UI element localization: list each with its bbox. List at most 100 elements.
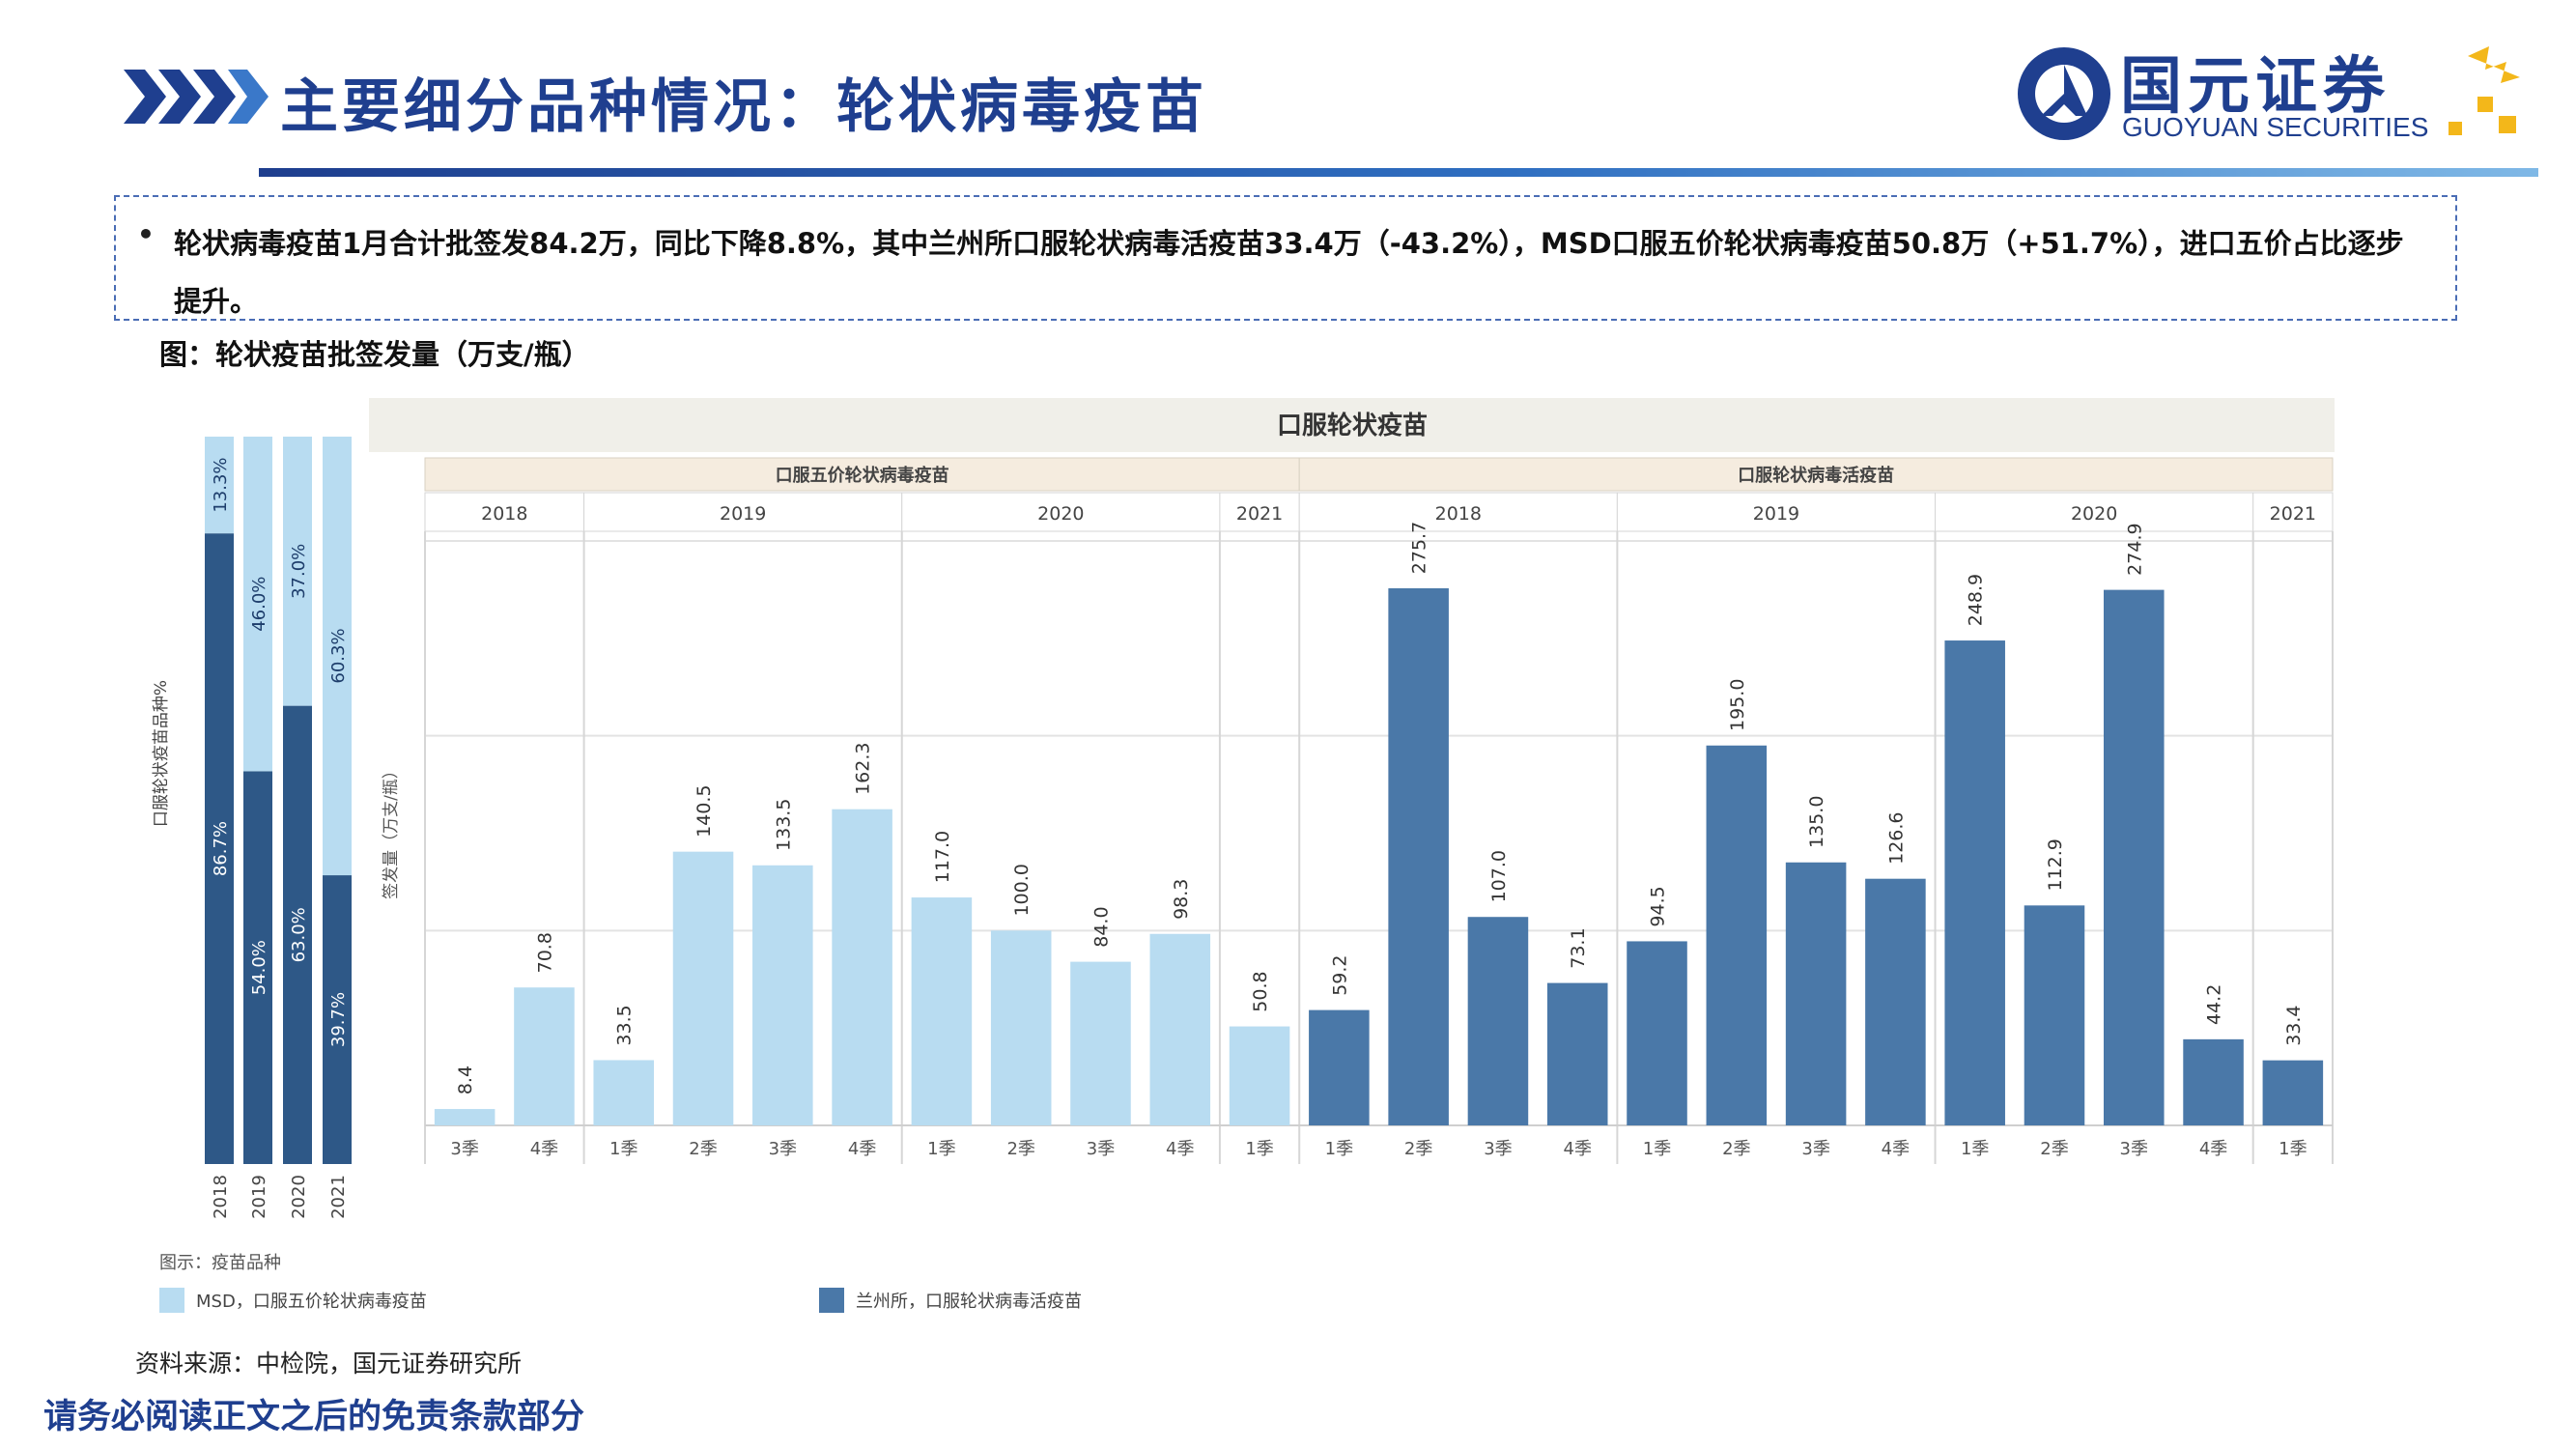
bar-value-label: 100.0	[1011, 864, 1033, 916]
stack-label-msd-2021: 60.3%	[328, 628, 349, 683]
bar-lanzhou	[2183, 1038, 2244, 1125]
bar-msd	[672, 851, 734, 1125]
bar-value-label: 73.1	[1568, 927, 1589, 968]
stack-label-msd-2018: 13.3%	[211, 457, 231, 512]
bar-value-label: 133.5	[773, 799, 794, 851]
bar-value-label: 84.0	[1090, 906, 1112, 947]
bar-msd	[990, 930, 1052, 1125]
bar-value-label: 33.5	[614, 1005, 636, 1045]
legend-title: 图示：疫苗品种	[159, 1253, 281, 1273]
bar-value-label: 117.0	[932, 831, 953, 883]
stack-bar-lanzhou-2020	[283, 705, 312, 1164]
group-header-band	[424, 457, 1300, 492]
chart-title-band	[369, 398, 2335, 452]
quarter-tick-label: 4季	[1882, 1139, 1910, 1159]
year-header-label: 2018	[1435, 503, 1482, 525]
bar-value-label: 135.0	[1806, 796, 1827, 848]
bar-value-label: 248.9	[1966, 574, 1987, 626]
bar-lanzhou	[2104, 589, 2165, 1125]
page-title: 主要细分品种情况：轮状病毒疫苗	[280, 73, 1207, 141]
year-header-label: 2018	[481, 503, 527, 525]
stack-category-label: 2021	[328, 1175, 349, 1219]
bar-value-label: 274.9	[2124, 523, 2145, 575]
stack-label-msd-2020: 37.0%	[289, 544, 309, 599]
quarter-tick-label: 2季	[1404, 1139, 1432, 1159]
year-header-label: 2021	[1236, 503, 1283, 525]
figure-caption: 图：轮状疫苗批签发量（万支/瓶）	[159, 338, 590, 371]
stack-category-label: 2018	[211, 1175, 231, 1219]
year-header-cell	[1935, 492, 2254, 532]
year-header-label: 2020	[2071, 503, 2117, 525]
bar-value-label: 140.5	[694, 784, 715, 837]
quarter-tick-label: 2季	[1722, 1139, 1750, 1159]
bar-lanzhou	[1944, 640, 2005, 1125]
bar-value-label: 59.2	[1329, 954, 1350, 995]
bar-value-label: 50.8	[1250, 971, 1271, 1011]
quarter-tick-label: 1季	[1961, 1139, 1989, 1159]
quarter-tick-label: 1季	[1245, 1139, 1273, 1159]
quarter-tick-label: 3季	[450, 1139, 478, 1159]
bar-value-label: 107.0	[1488, 850, 1510, 902]
legend-label: 兰州所，口服轮状病毒活疫苗	[856, 1292, 1082, 1312]
stack-bar-lanzhou-2019	[243, 771, 272, 1164]
bar-value-label: 94.5	[1648, 886, 1669, 926]
stack-ylabel: 口服轮状疫苗品种%	[152, 680, 171, 827]
bar-msd	[1149, 933, 1211, 1125]
year-header-cell	[2252, 492, 2334, 532]
quarter-tick-label: 3季	[2120, 1139, 2148, 1159]
guoyuan-logo-icon	[2018, 46, 2520, 140]
bar-msd	[593, 1060, 654, 1125]
stack-bar-msd-2021	[323, 437, 352, 876]
bar-value-label: 98.3	[1171, 879, 1192, 920]
bar-msd	[434, 1109, 495, 1125]
stack-label-lanzhou-2021: 39.7%	[328, 992, 349, 1047]
quarter-tick-label: 1季	[1325, 1139, 1353, 1159]
legend-swatch	[159, 1288, 184, 1313]
source-note: 资料来源：中检院，国元证券研究所	[135, 1350, 523, 1378]
year-header-cell	[1616, 492, 1937, 532]
quarter-tick-label: 3季	[769, 1139, 797, 1159]
year-header-cell	[1298, 492, 1618, 532]
legend-label: MSD，口服五价轮状病毒疫苗	[196, 1292, 427, 1312]
legend-swatch	[819, 1288, 844, 1313]
bar-lanzhou	[1467, 917, 1529, 1125]
bar-lanzhou	[2024, 905, 2085, 1125]
bar-value-label: 126.6	[1885, 811, 1907, 864]
quarter-tick-label: 4季	[530, 1139, 558, 1159]
bar-value-label: 112.9	[2045, 838, 2066, 891]
quarter-tick-label: 2季	[689, 1139, 717, 1159]
quarter-tick-label: 1季	[609, 1139, 637, 1159]
stack-category-label: 2019	[249, 1175, 269, 1219]
quarter-tick-label: 4季	[848, 1139, 876, 1159]
year-header-cell	[901, 492, 1221, 532]
quarter-tick-label: 3季	[1087, 1139, 1115, 1159]
stack-bar-msd-2019	[243, 437, 272, 772]
stack-bar-lanzhou-2021	[323, 875, 352, 1164]
quarter-tick-label: 1季	[927, 1139, 955, 1159]
stack-label-lanzhou-2020: 63.0%	[289, 907, 309, 962]
bar-lanzhou	[1388, 588, 1449, 1125]
stack-bar-msd-2020	[283, 437, 312, 706]
quarter-tick-label: 3季	[1801, 1139, 1829, 1159]
bar-msd	[514, 987, 575, 1125]
group-header-label: 口服轮状病毒活疫苗	[1738, 465, 1894, 486]
year-header-label: 2019	[1753, 503, 1799, 525]
bar-value-label: 195.0	[1727, 679, 1748, 731]
header-divider	[259, 168, 2538, 177]
bar-msd	[832, 809, 892, 1125]
chart-ylabel: 签发量（万支/瓶）	[382, 762, 401, 899]
bar-value-label: 33.4	[2283, 1005, 2305, 1045]
bar-lanzhou	[1865, 878, 1926, 1125]
quarter-tick-label: 4季	[1166, 1139, 1194, 1159]
year-header-label: 2021	[2270, 503, 2316, 525]
bar-msd	[911, 897, 973, 1125]
group-header-band	[1298, 457, 2334, 492]
bar-msd	[752, 865, 813, 1125]
header-chevron-icon	[124, 70, 269, 124]
bar-lanzhou	[1309, 1009, 1370, 1125]
bar-msd	[1070, 961, 1131, 1125]
disclaimer: 请务必阅读正文之后的免责条款部分	[43, 1397, 585, 1436]
quarter-tick-label: 4季	[1564, 1139, 1592, 1159]
bar-lanzhou	[1706, 745, 1768, 1125]
bar-value-label: 70.8	[534, 932, 555, 973]
